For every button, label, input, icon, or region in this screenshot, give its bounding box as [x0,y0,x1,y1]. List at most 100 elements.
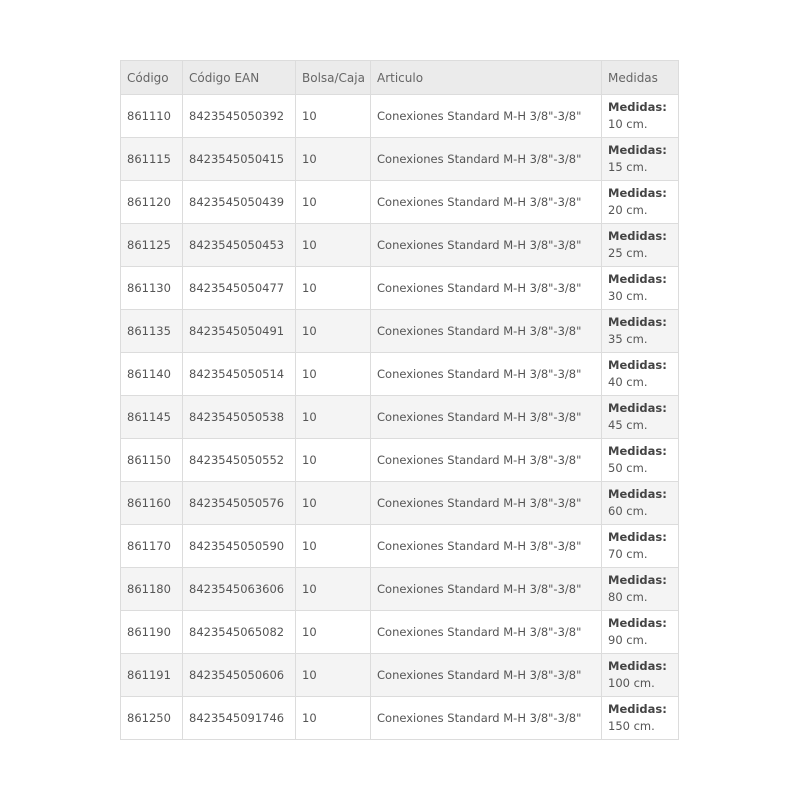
cell-medidas: Medidas: 35 cm. [601,309,679,353]
medidas-value: 90 cm. [608,633,648,647]
medidas-value: 50 cm. [608,461,648,475]
cell-bolsa-caja: 10 [295,524,371,568]
header-medidas: Medidas [601,60,679,95]
cell-codigo: 861190 [120,610,183,654]
cell-ean: 8423545050415 [182,137,296,181]
cell-bolsa-caja: 10 [295,567,371,611]
table-row: 861115 8423545050415 10 Conexiones Standard… [120,137,679,181]
medidas-label: Medidas: [608,659,667,673]
cell-ean: 8423545050453 [182,223,296,267]
medidas-label: Medidas: [608,186,667,200]
cell-medidas: Medidas: 45 cm. [601,395,679,439]
cell-codigo: 861125 [120,223,183,267]
cell-codigo: 861115 [120,137,183,181]
cell-medidas: Medidas: 70 cm. [601,524,679,568]
medidas-value: 35 cm. [608,332,648,346]
cell-ean: 8423545063606 [182,567,296,611]
cell-articulo: Conexiones Standard M-H 3/8"-3/8" [370,653,602,697]
cell-codigo: 861120 [120,180,183,224]
cell-ean: 8423545050491 [182,309,296,353]
header-row: Código Código EAN Bolsa/Caja Articulo Me… [120,60,679,95]
table-body: 861110 8423545050392 10 Conexiones Standard… [120,94,679,740]
cell-ean: 8423545050538 [182,395,296,439]
table-row: 861250 8423545091746 10 Conexiones Standard… [120,696,679,740]
medidas-value: 10 cm. [608,117,648,131]
medidas-value: 20 cm. [608,203,648,217]
cell-articulo: Conexiones Standard M-H 3/8"-3/8" [370,696,602,740]
cell-articulo: Conexiones Standard M-H 3/8"-3/8" [370,94,602,138]
cell-medidas: Medidas: 25 cm. [601,223,679,267]
cell-medidas: Medidas: 50 cm. [601,438,679,482]
cell-bolsa-caja: 10 [295,481,371,525]
cell-articulo: Conexiones Standard M-H 3/8"-3/8" [370,395,602,439]
cell-ean: 8423545050514 [182,352,296,396]
cell-ean: 8423545050576 [182,481,296,525]
medidas-label: Medidas: [608,229,667,243]
table-row: 861135 8423545050491 10 Conexiones Standard… [120,309,679,353]
cell-bolsa-caja: 10 [295,94,371,138]
medidas-label: Medidas: [608,100,667,114]
table-row: 861130 8423545050477 10 Conexiones Standard… [120,266,679,310]
medidas-value: 30 cm. [608,289,648,303]
table-row: 861190 8423545065082 10 Conexiones Standard… [120,610,679,654]
cell-articulo: Conexiones Standard M-H 3/8"-3/8" [370,309,602,353]
medidas-label: Medidas: [608,272,667,286]
cell-medidas: Medidas: 10 cm. [601,94,679,138]
cell-medidas: Medidas: 40 cm. [601,352,679,396]
cell-bolsa-caja: 10 [295,223,371,267]
cell-codigo: 861191 [120,653,183,697]
medidas-value: 25 cm. [608,246,648,260]
cell-codigo: 861110 [120,94,183,138]
medidas-value: 150 cm. [608,719,655,733]
cell-articulo: Conexiones Standard M-H 3/8"-3/8" [370,481,602,525]
header-codigo-ean: Código EAN [182,60,296,95]
medidas-value: 70 cm. [608,547,648,561]
cell-medidas: Medidas: 60 cm. [601,481,679,525]
cell-bolsa-caja: 10 [295,309,371,353]
table-row: 861120 8423545050439 10 Conexiones Standard… [120,180,679,224]
cell-medidas: Medidas: 150 cm. [601,696,679,740]
cell-bolsa-caja: 10 [295,438,371,482]
cell-medidas: Medidas: 15 cm. [601,137,679,181]
header-bolsa-caja: Bolsa/Caja [295,60,371,95]
table-row: 861180 8423545063606 10 Conexiones Standard… [120,567,679,611]
medidas-value: 45 cm. [608,418,648,432]
cell-bolsa-caja: 10 [295,395,371,439]
medidas-value: 100 cm. [608,676,655,690]
cell-ean: 8423545091746 [182,696,296,740]
medidas-label: Medidas: [608,573,667,587]
cell-articulo: Conexiones Standard M-H 3/8"-3/8" [370,266,602,310]
cell-ean: 8423545050590 [182,524,296,568]
medidas-value: 15 cm. [608,160,648,174]
medidas-label: Medidas: [608,358,667,372]
cell-ean: 8423545050552 [182,438,296,482]
cell-articulo: Conexiones Standard M-H 3/8"-3/8" [370,610,602,654]
cell-bolsa-caja: 10 [295,352,371,396]
medidas-label: Medidas: [608,315,667,329]
table-row: 861110 8423545050392 10 Conexiones Standard… [120,94,679,138]
table-row: 861140 8423545050514 10 Conexiones Standard… [120,352,679,396]
cell-ean: 8423545065082 [182,610,296,654]
cell-codigo: 861160 [120,481,183,525]
cell-bolsa-caja: 10 [295,266,371,310]
cell-codigo: 861140 [120,352,183,396]
cell-codigo: 861150 [120,438,183,482]
table-row: 861160 8423545050576 10 Conexiones Standard… [120,481,679,525]
header-codigo: Código [120,60,183,95]
table-row: 861170 8423545050590 10 Conexiones Standard… [120,524,679,568]
medidas-label: Medidas: [608,444,667,458]
cell-medidas: Medidas: 20 cm. [601,180,679,224]
cell-articulo: Conexiones Standard M-H 3/8"-3/8" [370,524,602,568]
cell-codigo: 861180 [120,567,183,611]
cell-ean: 8423545050439 [182,180,296,224]
cell-bolsa-caja: 10 [295,180,371,224]
cell-medidas: Medidas: 80 cm. [601,567,679,611]
cell-medidas: Medidas: 100 cm. [601,653,679,697]
cell-bolsa-caja: 10 [295,137,371,181]
cell-ean: 8423545050392 [182,94,296,138]
medidas-value: 40 cm. [608,375,648,389]
cell-medidas: Medidas: 90 cm. [601,610,679,654]
cell-articulo: Conexiones Standard M-H 3/8"-3/8" [370,352,602,396]
cell-codigo: 861145 [120,395,183,439]
medidas-label: Medidas: [608,530,667,544]
